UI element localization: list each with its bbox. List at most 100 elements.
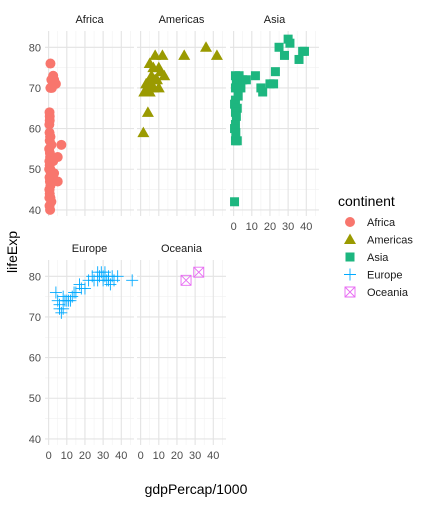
y-tick-label: 50 (29, 393, 41, 405)
facet-strip-label: Europe (72, 243, 107, 255)
data-point (46, 139, 57, 150)
x-tick-label: 0 (138, 450, 144, 462)
data-point (73, 278, 86, 291)
legend-key (345, 252, 355, 262)
data-point (44, 192, 55, 203)
facet-panel-oceania: Oceania 0 10 20 30 40 (137, 243, 226, 462)
grid (45, 260, 134, 445)
data-point (44, 164, 55, 175)
legend-title: continent (338, 193, 395, 209)
legend-key (344, 233, 356, 244)
legend-key (344, 286, 356, 298)
data-point (44, 115, 55, 126)
legend-label: Africa (367, 217, 396, 229)
x-tick-label: 0 (231, 221, 237, 233)
x-tick-label: 10 (153, 450, 165, 462)
data-point (270, 67, 280, 77)
legend-item-americas: Americas (344, 233, 413, 247)
x-tick-label: 20 (264, 221, 276, 233)
x-tick-label: 20 (171, 450, 183, 462)
data-point (126, 274, 139, 287)
data-point (250, 71, 260, 81)
data-point (45, 131, 56, 142)
y-tick-label: 50 (29, 164, 41, 176)
data-point (285, 38, 295, 48)
legend-item-asia: Asia (345, 252, 389, 264)
legend-item-africa: Africa (345, 217, 396, 229)
data-point (150, 73, 163, 85)
x-tick-label: 0 (46, 450, 52, 462)
data-point (152, 81, 165, 93)
data-point (241, 75, 251, 85)
facet-strip-label: Oceania (161, 243, 203, 255)
y-tick-label: 40 (29, 434, 41, 446)
data-point (279, 50, 289, 60)
facet-strip-label: Asia (264, 14, 286, 26)
data-point (98, 266, 111, 279)
data-point (49, 286, 62, 299)
legend-label: Asia (367, 252, 389, 264)
series-europe (49, 266, 139, 319)
legend-key (345, 217, 355, 227)
legend-label: Oceania (367, 287, 409, 299)
facet-panel-europe: Europe 40 50 60 70 80 0 10 20 30 40 (29, 243, 139, 462)
x-tick-label: 40 (300, 221, 312, 233)
x-tick-label: 40 (115, 450, 127, 462)
x-tick-label: 30 (189, 450, 201, 462)
data-point (180, 274, 192, 286)
data-point (44, 184, 55, 195)
series-asia (230, 34, 309, 207)
data-point (256, 83, 266, 93)
y-tick-label: 70 (29, 83, 41, 95)
series-oceania (180, 266, 205, 286)
data-point (294, 54, 304, 64)
data-point (111, 270, 124, 283)
x-tick-label: 10 (61, 450, 73, 462)
x-tick-label: 30 (282, 221, 294, 233)
data-point (64, 294, 77, 307)
data-point (231, 111, 241, 121)
facet-panel-asia: Asia 0 10 20 30 40 (230, 14, 319, 233)
x-tick-label: 40 (207, 450, 219, 462)
legend-key (344, 268, 356, 281)
data-point (178, 49, 191, 60)
data-point (102, 274, 115, 287)
facet-panel-americas: Americas (137, 14, 226, 216)
series-americas (137, 41, 223, 138)
data-point (274, 42, 284, 52)
data-point (200, 41, 213, 52)
data-point (210, 49, 223, 60)
data-point (231, 128, 241, 138)
data-point (137, 126, 150, 138)
y-tick-label: 60 (29, 353, 41, 365)
y-tick-label: 70 (29, 312, 41, 324)
data-point (193, 266, 205, 278)
data-point (48, 156, 59, 167)
x-tick-label: 30 (97, 450, 109, 462)
data-point (138, 85, 151, 97)
grid (137, 260, 226, 445)
y-tick-label: 40 (29, 205, 41, 217)
facet-strip-label: Americas (159, 14, 205, 26)
y-tick-label: 80 (29, 271, 41, 283)
x-axis-title: gdpPercap/1000 (145, 481, 248, 497)
data-point (234, 83, 244, 93)
y-tick-label: 80 (29, 42, 41, 54)
grid (230, 31, 319, 216)
data-point (45, 204, 56, 215)
data-point (265, 79, 275, 89)
y-axis-title: lifeExp (4, 231, 20, 273)
data-point (232, 136, 242, 146)
legend-label: Americas (367, 235, 413, 247)
facet-panel-africa: Africa 40 50 60 70 80 (29, 14, 134, 217)
data-point (141, 106, 154, 117)
x-tick-label: 20 (79, 450, 91, 462)
series-africa (44, 58, 67, 215)
legend-label: Europe (367, 270, 402, 282)
data-point (46, 82, 57, 93)
legend: Africa Americas Asia Europe Oceania (344, 217, 413, 299)
data-point (52, 176, 63, 187)
data-point (145, 77, 158, 89)
